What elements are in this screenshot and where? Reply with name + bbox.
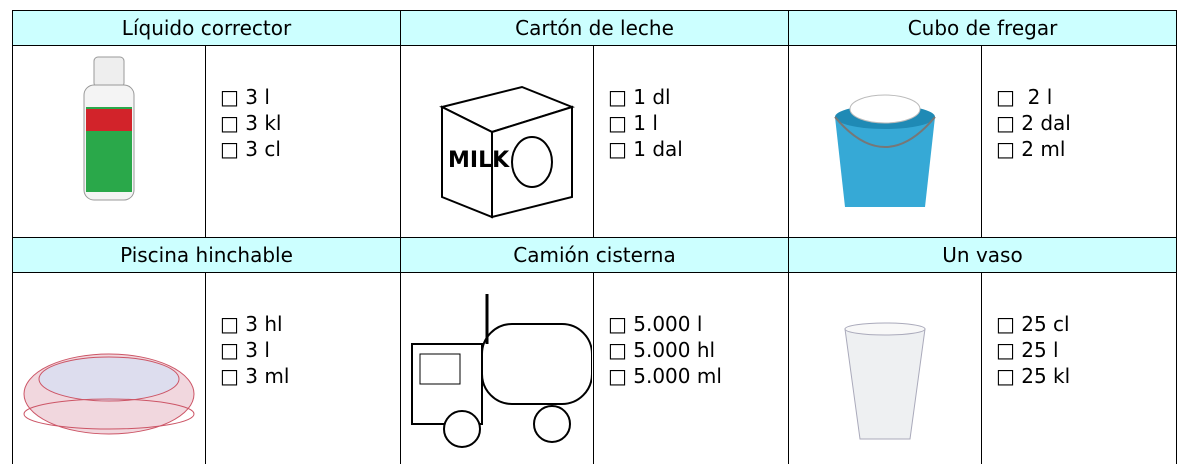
option: □ 25 l (982, 337, 1176, 363)
item-title: Piscina hinchable (13, 238, 401, 273)
svg-text:MILK: MILK (448, 148, 510, 173)
illustration (14, 274, 204, 459)
options-list: □ 25 cl□ 25 l□ 25 kl (982, 273, 1176, 389)
option: □ 25 kl (982, 363, 1176, 389)
illustration (14, 47, 204, 232)
option: □ 3 l (206, 84, 400, 110)
option: □ 1 dal (594, 136, 788, 162)
item-options: □ 2 l□ 2 dal□ 2 ml (982, 46, 1177, 238)
option: □ 1 dl (594, 84, 788, 110)
item-title: Camión cisterna (401, 238, 789, 273)
illustration: MILK (402, 47, 592, 232)
options-list: □ 3 l□ 3 kl□ 3 cl (206, 46, 400, 162)
option: □ 1 l (594, 110, 788, 136)
item-options: □ 3 l□ 3 kl□ 3 cl (206, 46, 401, 238)
option: □ 2 dal (982, 110, 1176, 136)
item-image (789, 273, 982, 464)
option: □ 3 cl (206, 136, 400, 162)
item-title: Cartón de leche (401, 11, 789, 46)
item-image (401, 273, 594, 464)
item-title: Cubo de fregar (789, 11, 1177, 46)
options-list: □ 2 l□ 2 dal□ 2 ml (982, 46, 1176, 162)
illustration (790, 274, 980, 459)
item-image (789, 46, 982, 238)
item-options: □ 5.000 l□ 5.000 hl□ 5.000 ml (594, 273, 789, 464)
option: □ 25 cl (982, 311, 1176, 337)
item-row: □ 3 hl□ 3 l□ 3 ml □ 5.000 l□ 5.000 hl□ 5.… (13, 273, 1177, 464)
options-list: □ 1 dl□ 1 l□ 1 dal (594, 46, 788, 162)
option: □ 3 ml (206, 363, 400, 389)
item-options: □ 1 dl□ 1 l□ 1 dal (594, 46, 789, 238)
item-title: Líquido corrector (13, 11, 401, 46)
item-options: □ 3 hl□ 3 l□ 3 ml (206, 273, 401, 464)
item-image (13, 46, 206, 238)
option: □ 2 ml (982, 136, 1176, 162)
option: □ 5.000 hl (594, 337, 788, 363)
item-image (13, 273, 206, 464)
item-options: □ 25 cl□ 25 l□ 25 kl (982, 273, 1177, 464)
illustration (402, 274, 592, 459)
illustration (790, 47, 980, 232)
item-image: MILK (401, 46, 594, 238)
option: □ 5.000 l (594, 311, 788, 337)
item-title: Un vaso (789, 238, 1177, 273)
options-list: □ 5.000 l□ 5.000 hl□ 5.000 ml (594, 273, 788, 389)
option: □ 5.000 ml (594, 363, 788, 389)
option: □ 2 l (982, 84, 1176, 110)
options-list: □ 3 hl□ 3 l□ 3 ml (206, 273, 400, 389)
option: □ 3 kl (206, 110, 400, 136)
option: □ 3 l (206, 337, 400, 363)
option: □ 3 hl (206, 311, 400, 337)
